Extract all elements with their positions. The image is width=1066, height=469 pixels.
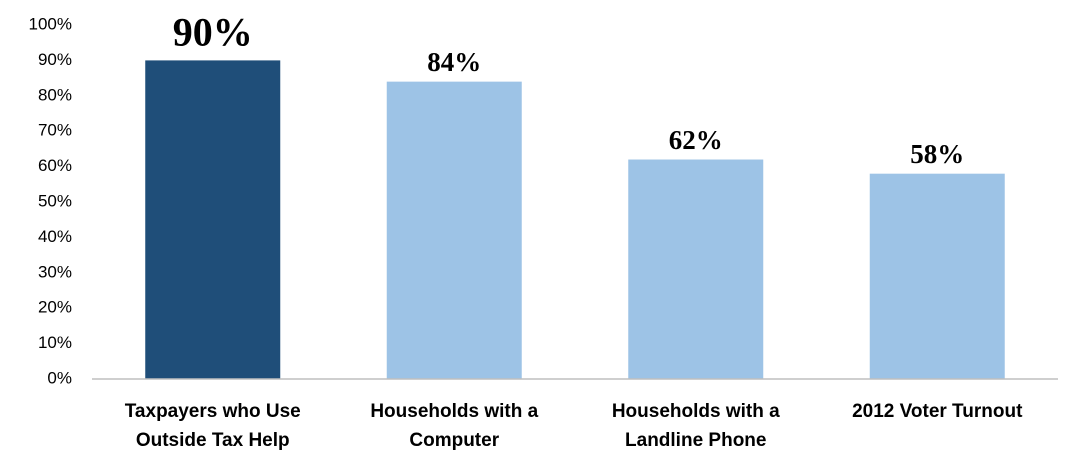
y-tick-label: 90% [38, 50, 72, 69]
x-tick-label: 2012 Voter Turnout [852, 401, 1023, 422]
value-label: 90% [173, 10, 253, 55]
value-label: 62% [669, 125, 723, 155]
y-tick-label: 80% [38, 85, 72, 104]
y-tick-label: 10% [38, 333, 72, 352]
y-tick-label: 100% [29, 14, 72, 33]
y-tick-label: 70% [38, 121, 72, 140]
y-tick-label: 50% [38, 191, 72, 210]
bar [628, 159, 764, 379]
x-tick-label: Households with a Landline Phone [611, 401, 780, 451]
value-label: 58% [910, 139, 964, 169]
y-tick-label: 40% [38, 227, 72, 246]
y-tick-label: 30% [38, 262, 72, 281]
bar [869, 173, 1005, 379]
x-tick-label: Households with a Computer [370, 401, 539, 451]
bar [386, 81, 522, 379]
x-tick-label: Taxpayers who Use Outside Tax Help [124, 401, 301, 451]
value-label: 84% [427, 47, 481, 77]
y-tick-label: 0% [47, 368, 72, 387]
y-tick-label: 20% [38, 298, 72, 317]
y-tick-label: 60% [38, 156, 72, 175]
bar [145, 60, 281, 380]
